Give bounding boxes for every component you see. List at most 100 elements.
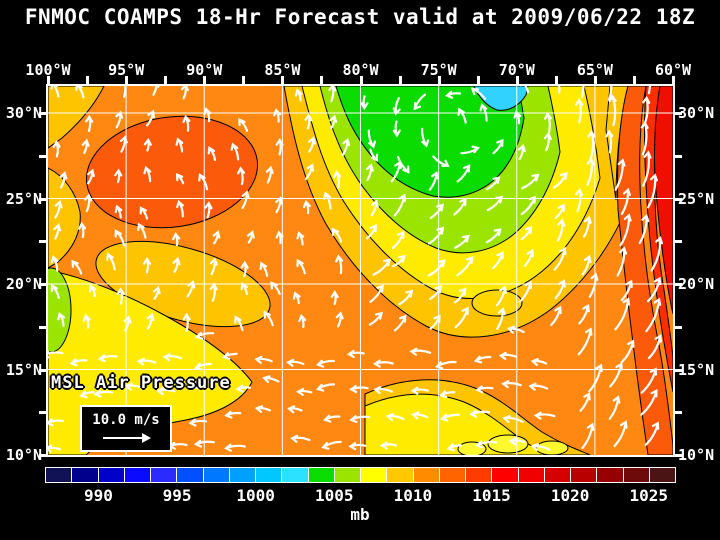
tick-mark xyxy=(675,283,682,286)
colorbar-tick-label: 1020 xyxy=(550,486,590,505)
colorbar-cell xyxy=(203,468,230,482)
lon-label: 95°W xyxy=(108,61,145,79)
tick-mark xyxy=(675,240,682,244)
colorbar-cell xyxy=(361,468,388,482)
colorbar-tick-label: 1005 xyxy=(315,486,354,505)
tick-mark xyxy=(675,454,682,457)
lat-label: 15°N xyxy=(678,360,715,379)
tick-mark xyxy=(675,154,682,158)
wind-arrow-glyphs xyxy=(48,86,663,453)
colorbar-cell xyxy=(282,468,309,482)
region-gold-left xyxy=(48,167,81,269)
tick-mark xyxy=(675,368,682,372)
tick-mark xyxy=(203,76,207,84)
lat-label: 10°N xyxy=(5,446,42,464)
lon-label: 75°W xyxy=(420,61,457,79)
tick-mark xyxy=(125,76,129,84)
lat-label: 25°N xyxy=(678,189,715,208)
colorbar-cell xyxy=(334,468,361,482)
colorbar-cell xyxy=(597,468,624,482)
tick-mark xyxy=(359,76,363,84)
colorbar-cell xyxy=(229,468,256,482)
gridlines xyxy=(48,86,673,455)
colorbar-cell xyxy=(177,468,204,482)
region-cyan-top xyxy=(473,86,529,111)
tick-mark xyxy=(39,325,46,329)
colorbar-tick-label: 995 xyxy=(162,486,192,505)
tick-mark xyxy=(39,368,46,372)
tick-mark xyxy=(86,76,90,84)
lat-label: 10°N xyxy=(678,446,715,464)
colorbar-tick-label: 1015 xyxy=(472,486,511,505)
colorbar-cell xyxy=(413,468,440,482)
pressure-colorbar xyxy=(45,467,676,483)
page-title: FNMOC COAMPS 18-Hr Forecast valid at 200… xyxy=(24,5,696,29)
lon-label: 70°W xyxy=(498,61,535,79)
lon-label: 60°W xyxy=(654,61,692,79)
tick-mark xyxy=(675,197,682,201)
lon-label: 65°W xyxy=(576,61,613,79)
region-gold-topleft xyxy=(48,86,105,149)
tick-mark xyxy=(675,325,682,329)
colorbar-cell xyxy=(623,468,650,482)
region-yellow-venezuela-2 xyxy=(487,434,529,454)
field-label: MSL Air Pressure xyxy=(51,373,231,393)
tick-mark xyxy=(164,76,168,84)
lon-label: 85°W xyxy=(264,61,301,79)
tick-mark xyxy=(47,76,50,84)
wind-arrows xyxy=(48,86,663,453)
lat-label: 30°N xyxy=(5,104,42,122)
tick-mark xyxy=(593,76,597,84)
colorbar-units: mb xyxy=(350,505,370,524)
colorbar-cell xyxy=(151,468,178,482)
lon-label: 90°W xyxy=(186,61,223,79)
colorbar-tick-label: 1025 xyxy=(629,486,669,505)
tick-mark xyxy=(39,240,46,244)
pressure-map-svg xyxy=(48,86,673,455)
tick-mark xyxy=(675,411,682,415)
lat-label: 30°N xyxy=(678,104,715,122)
lat-label: 25°N xyxy=(5,189,42,208)
lon-label: 100°W xyxy=(25,61,71,79)
tick-mark xyxy=(320,76,324,84)
colorbar-cell xyxy=(308,468,335,482)
region-yellow-venezuela-3 xyxy=(535,440,569,455)
tick-mark xyxy=(675,112,682,115)
tick-mark xyxy=(39,283,46,286)
wind-reference-arrow-icon xyxy=(103,433,151,443)
tick-mark xyxy=(476,76,480,84)
lat-label: 20°N xyxy=(5,275,42,293)
colorbar-cell xyxy=(256,468,283,482)
colorbar-cell xyxy=(98,468,125,482)
tick-mark xyxy=(437,76,441,84)
lat-label: 15°N xyxy=(5,360,42,379)
colorbar-cell xyxy=(649,468,675,482)
colorbar-cell xyxy=(518,468,545,482)
wind-speed-legend: 10.0 m/s xyxy=(80,405,172,452)
region-gold-hispaniola xyxy=(471,289,523,317)
colorbar-cell xyxy=(466,468,493,482)
tick-mark xyxy=(39,411,46,415)
colorbar-cell xyxy=(571,468,598,482)
wind-speed-value: 10.0 m/s xyxy=(92,412,160,428)
tick-mark xyxy=(632,76,636,84)
tick-mark xyxy=(39,112,46,115)
colorbar-cell xyxy=(492,468,519,482)
colorbar-cell xyxy=(544,468,571,482)
colorbar-cell xyxy=(387,468,414,482)
lon-label: 80°W xyxy=(342,61,379,79)
tick-mark xyxy=(39,154,46,158)
tick-mark xyxy=(281,76,285,84)
tick-mark xyxy=(672,76,675,84)
tick-mark xyxy=(242,76,246,84)
colorbar-tick-label: 1000 xyxy=(236,486,275,505)
colorbar-tick-label: 990 xyxy=(83,486,113,505)
colorbar-cell xyxy=(46,468,73,482)
region-deeporange-gulf xyxy=(85,115,259,229)
tick-mark xyxy=(39,454,46,457)
tick-mark xyxy=(515,76,519,84)
colorbar-tick-label: 1010 xyxy=(393,486,433,505)
colorbar-cell xyxy=(124,468,151,482)
region-green-atlantic xyxy=(335,86,525,198)
